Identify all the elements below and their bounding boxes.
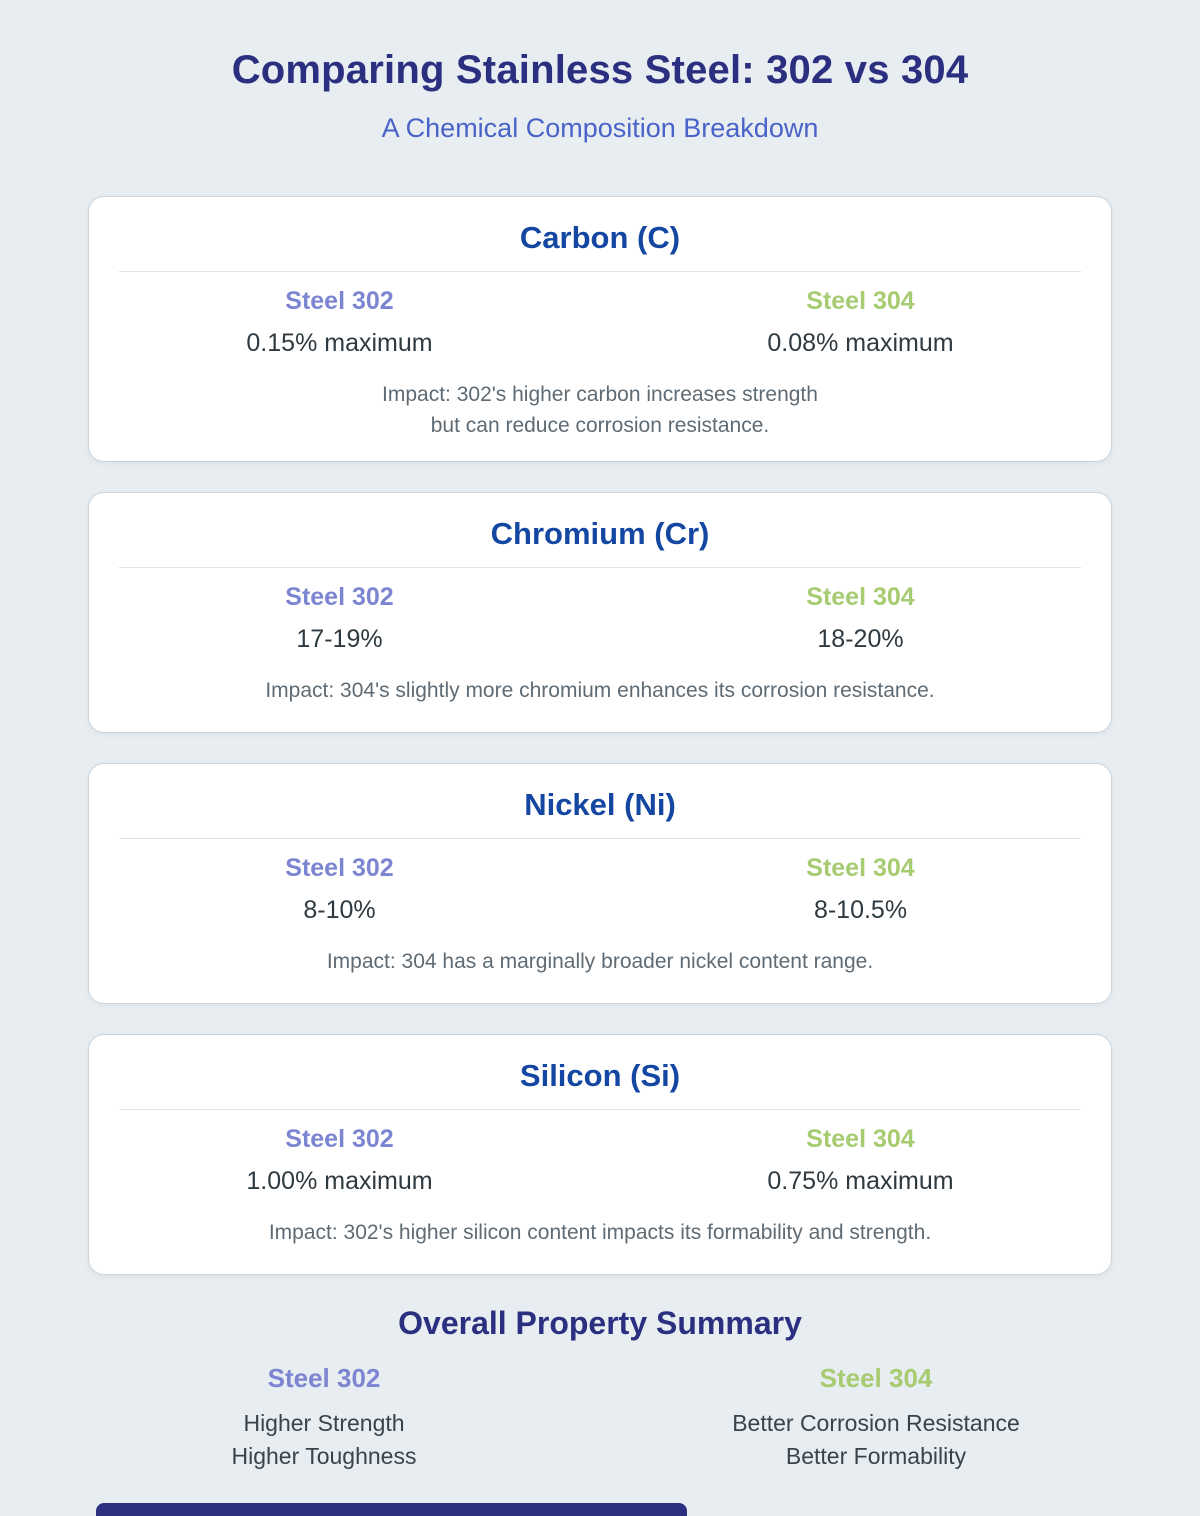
steel-302-label: Steel 302 [285,1124,394,1153]
steel-304-value: 0.75% maximum [767,1166,954,1195]
steel-302-column: Steel 302 8-10% [119,853,600,925]
steel-302-property: Higher Toughness [231,1442,417,1469]
steel-302-property: Higher Strength [243,1409,405,1436]
impact-note: Impact: 304 has a marginally broader nic… [326,949,874,973]
steel-302-column: Steel 302 1.00% maximum [119,1124,600,1196]
steel-302-label: Steel 302 [285,853,394,882]
impact-line-1: Impact: 302's higher carbon increases st… [382,383,818,407]
card-divider [119,837,1081,839]
steel-302-value: 17-19% [296,624,383,653]
steel-302-label: Steel 302 [285,287,394,316]
steel-302-value: 1.00% maximum [246,1166,433,1195]
steel-304-label: Steel 304 [806,287,915,316]
card-nickel: Nickel (Ni) Steel 302 8-10% Steel 304 8-… [88,762,1112,1004]
steel-302-value: 8-10% [303,895,376,924]
steel-304-label: Steel 304 [806,582,915,611]
card-title: Chromium (Cr) [490,515,710,551]
overall-property-summary: Overall Property Summary Steel 302 Highe… [88,1305,1112,1474]
card-divider [119,271,1081,273]
card-title: Silicon (Si) [519,1057,681,1093]
steel-302-value: 0.15% maximum [246,329,433,358]
steel-304-column: Steel 304 0.75% maximum [600,1124,1081,1196]
footer-bar [96,1503,687,1516]
steel-302-label: Steel 302 [267,1363,381,1394]
card-carbon: Carbon (C) Steel 302 0.15% maximum Steel… [88,196,1112,462]
steel-304-value: 18-20% [817,624,904,653]
page-subtitle: A Chemical Composition Breakdown [381,113,819,143]
steel-304-label: Steel 304 [819,1363,933,1394]
summary-title: Overall Property Summary [398,1304,802,1341]
summary-steel-304-column: Steel 304 Better Corrosion Resistance Be… [600,1363,1112,1473]
steel-304-property: Better Formability [785,1442,967,1469]
summary-steel-302-column: Steel 302 Higher Strength Higher Toughne… [88,1363,600,1473]
steel-302-column: Steel 302 17-19% [119,582,600,654]
card-title: Carbon (C) [519,220,681,256]
steel-304-value: 8-10.5% [813,895,908,924]
steel-304-value: 0.08% maximum [767,329,954,358]
steel-304-label: Steel 304 [806,1124,915,1153]
steel-302-label: Steel 302 [285,582,394,611]
steel-304-property: Better Corrosion Resistance [732,1409,1020,1436]
steel-302-column: Steel 302 0.15% maximum [119,286,600,358]
element-cards: Carbon (C) Steel 302 0.15% maximum Steel… [88,196,1112,1275]
card-divider [119,566,1081,568]
card-chromium: Chromium (Cr) Steel 302 17-19% Steel 304… [88,491,1112,733]
impact-note: Impact: 304's slightly more chromium enh… [265,678,935,702]
card-silicon: Silicon (Si) Steel 302 1.00% maximum Ste… [88,1033,1112,1275]
card-divider [119,1108,1081,1110]
steel-304-column: Steel 304 8-10.5% [600,853,1081,925]
card-title: Nickel (Ni) [524,786,676,822]
impact-note: Impact: 302's higher silicon content imp… [268,1220,932,1244]
steel-304-column: Steel 304 18-20% [600,582,1081,654]
steel-304-label: Steel 304 [806,853,915,882]
page-title: Comparing Stainless Steel: 302 vs 304 [231,48,969,92]
steel-304-column: Steel 304 0.08% maximum [600,286,1081,358]
impact-line-2: but can reduce corrosion resistance. [430,413,770,437]
impact-note: Impact: 302's higher carbon increases st… [119,380,1081,440]
